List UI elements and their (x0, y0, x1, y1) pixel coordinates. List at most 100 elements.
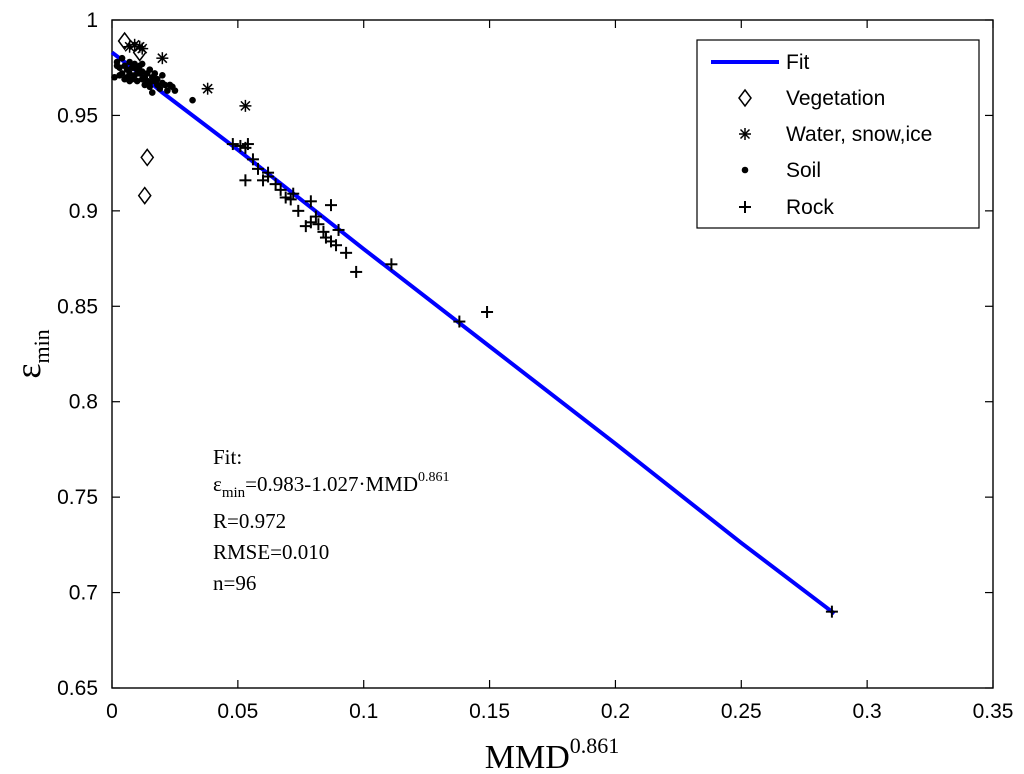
rock-point (287, 187, 300, 200)
legend-label-fit: Fit (786, 51, 809, 74)
rock-point (246, 153, 259, 166)
legend-marker-vegetation (738, 88, 752, 108)
rock-point (340, 246, 353, 259)
rock-point (262, 170, 275, 183)
x-tick-label: 0.25 (721, 700, 762, 723)
vegetation-point (140, 148, 155, 167)
legend-marker-soil (741, 166, 749, 174)
soil-point (156, 85, 164, 93)
rock-point (304, 195, 317, 208)
rock-point (481, 306, 494, 319)
water-point (156, 52, 169, 65)
x-tick-label: 0.3 (853, 700, 882, 723)
legend-marker-water (739, 128, 751, 140)
water-point (201, 82, 214, 95)
soil-point (133, 77, 141, 85)
rock-point (324, 199, 337, 212)
soil-point (126, 70, 133, 77)
axis-ticks (111, 19, 994, 689)
soil-point (138, 60, 146, 68)
annotation-header: Fit: (213, 445, 242, 469)
y-tick-label: 0.8 (69, 391, 98, 414)
rock-point (274, 183, 287, 196)
x-tick-label: 0.15 (469, 700, 510, 723)
legend-label-soil: Soil (786, 159, 821, 182)
rock-point (239, 174, 252, 187)
y-tick-label: 0.65 (57, 677, 98, 700)
soil-point (118, 54, 126, 62)
x-tick-label: 0 (106, 700, 118, 723)
y-tick-label: 0.85 (57, 295, 98, 318)
legend-label-vegetation: Vegetation (786, 87, 885, 110)
x-tick-label: 0.35 (973, 700, 1014, 723)
rock-point (292, 204, 305, 217)
y-axis-title-base: ε (8, 364, 48, 379)
rock-point (304, 216, 317, 229)
soil-point (159, 72, 166, 79)
soil-point (171, 87, 179, 94)
legend-label-rock: Rock (786, 196, 834, 219)
annotation-rmse: RMSE=0.010 (213, 540, 329, 564)
rock-point (330, 239, 343, 252)
legend: Fit Vegetation Water, snow,ice Soil Rock (696, 39, 980, 229)
rock-point (332, 223, 345, 236)
soil-point (116, 72, 123, 79)
rock-point (312, 218, 325, 231)
y-tick-label: 0.75 (57, 486, 98, 509)
water-point (239, 99, 252, 112)
x-tick-label: 0.1 (349, 700, 378, 723)
soil-point (131, 64, 138, 72)
annotation-eq-body: =0.983-1.027·MMD (245, 472, 418, 496)
annotation-eq-prefix: ε (213, 472, 222, 496)
soil-point (138, 68, 146, 75)
soil-point (164, 87, 171, 94)
y-tick-label: 0.7 (69, 582, 98, 605)
x-axis-title: MMD0.861 (485, 733, 620, 774)
soil-point (154, 75, 161, 83)
soil-point (148, 89, 156, 96)
y-tick-label: 0.95 (57, 104, 98, 127)
soil-point (111, 73, 118, 81)
soil-point (126, 58, 133, 66)
x-tick-label: 0.05 (217, 700, 258, 723)
y-axis-title-subscript: min (29, 329, 54, 363)
fit-annotation: Fit: εmin=0.983-1.027·MMD0.861 R=0.972 R… (213, 445, 450, 595)
y-tick-label: 0.9 (69, 200, 98, 223)
rock-point (234, 139, 247, 152)
annotation-eq-exp: 0.861 (418, 470, 450, 485)
rock-point (309, 210, 322, 223)
legend-markers (738, 88, 752, 213)
rock-point (239, 141, 252, 154)
y-axis-title: εmin (8, 329, 54, 378)
annotation-equation: εmin=0.983-1.027·MMD0.861 (213, 470, 450, 501)
rock-point (385, 258, 398, 271)
vegetation-point (117, 31, 132, 51)
rock-point (226, 138, 239, 151)
y-tick-label: 1 (86, 9, 98, 32)
legend-marker-rock (739, 201, 751, 213)
rock-point (825, 605, 838, 618)
rock-point (317, 225, 330, 238)
annotation-n: n=96 (213, 571, 256, 595)
annotation-r: R=0.972 (213, 509, 286, 533)
soil-point (121, 75, 128, 83)
soil-point (151, 70, 159, 77)
vegetation-point (132, 43, 147, 62)
x-axis-title-exponent: 0.861 (570, 733, 620, 758)
soil-point (146, 66, 154, 73)
rock-point (350, 265, 363, 278)
rock-point (279, 191, 292, 204)
vegetation-point (137, 186, 152, 205)
soil-point (126, 77, 133, 85)
soil-point (113, 62, 121, 70)
soil-point (189, 96, 196, 104)
x-axis-title-base: MMD (485, 739, 570, 774)
axis-tick-labels: 0 0.05 0.1 0.15 0.2 0.25 0.3 0.35 0.65 0.7 0.75 0.8… (57, 9, 1013, 723)
soil-point (131, 72, 138, 79)
points-layer (111, 31, 838, 618)
soil-point (161, 81, 169, 89)
annotation-eq-sub: min (222, 485, 246, 501)
rock-point (284, 193, 297, 206)
soil-point (146, 79, 154, 87)
